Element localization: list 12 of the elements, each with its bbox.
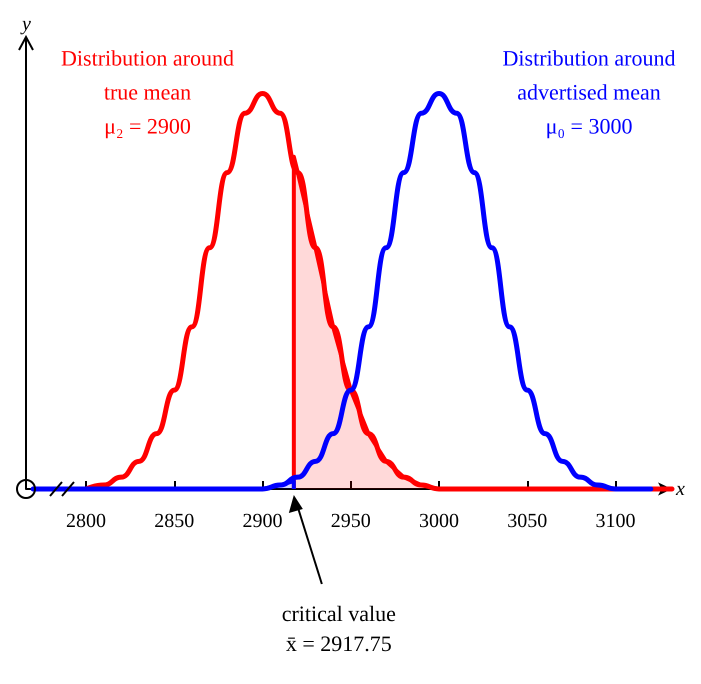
x-tick-label: 2900 [242, 510, 283, 532]
x-tick-label: 2850 [154, 510, 194, 532]
x-tick-label: 3100 [596, 510, 636, 532]
x-tick-label: 3000 [419, 510, 460, 532]
y-axis-title: y [20, 13, 31, 35]
x-axis-title: x [675, 478, 685, 500]
x-tick-label: 3050 [507, 510, 548, 532]
series-label: Distribution around advertised mean μ₀ = 3000 [502, 45, 676, 138]
series-label: Distribution around true mean μ₂ = 2900 [61, 45, 234, 138]
x-tick-label: 2800 [66, 510, 106, 532]
text: critical value x̄ = 2917.75 [282, 601, 396, 656]
x-tick-label: 2950 [330, 510, 371, 532]
